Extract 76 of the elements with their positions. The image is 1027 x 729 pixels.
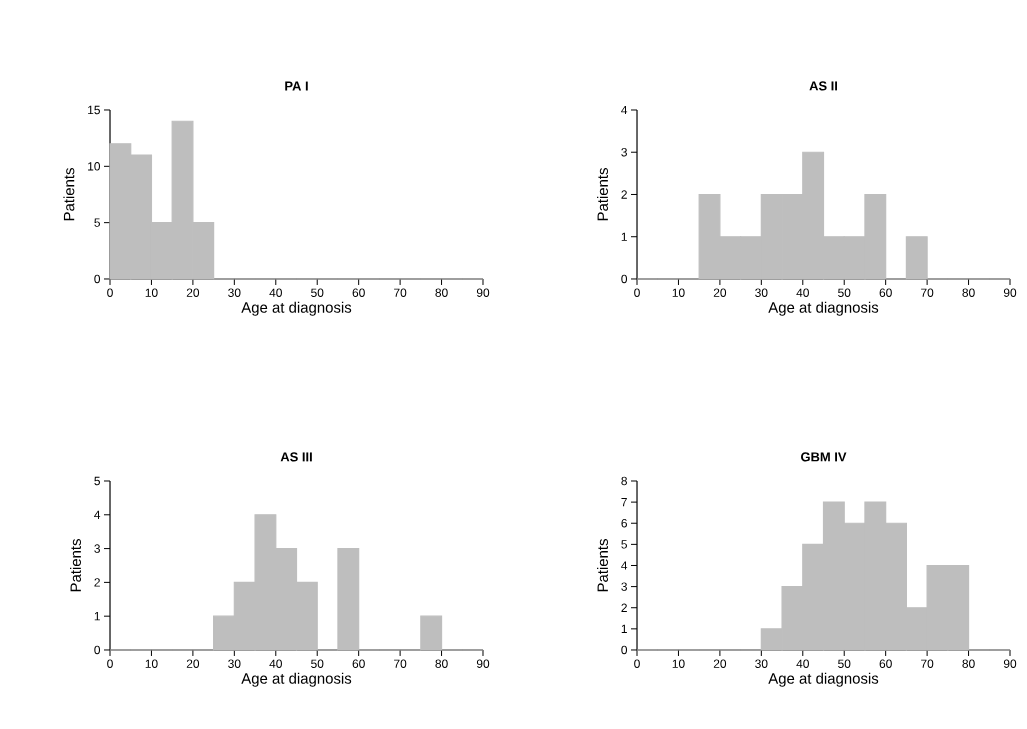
y-tick-label: 3 [621, 148, 627, 157]
x-tick-label: 50 [311, 659, 324, 668]
y-tick-label: 15 [88, 105, 100, 115]
y-axis-title: Patients [597, 539, 608, 592]
y-axis-title: Patients [70, 539, 81, 592]
x-tick-label: 40 [269, 288, 282, 297]
x-axis-title: Age at diagnosis [768, 672, 879, 687]
x-tick-label: 60 [879, 659, 892, 668]
x-tick-label: 90 [1003, 288, 1017, 297]
y-tick-label: 10 [88, 162, 101, 171]
x-axis-title: Age at diagnosis [241, 672, 352, 687]
y-axis-title: Patients [597, 168, 608, 221]
x-tick-label: 20 [186, 288, 200, 297]
x-tick-label: 0 [634, 659, 640, 668]
x-tick-label: 80 [435, 288, 448, 297]
x-tick-label: 0 [634, 288, 640, 297]
x-tick-label: 60 [352, 288, 365, 297]
x-tick-label: 60 [879, 288, 892, 297]
x-tick-label: 20 [713, 659, 727, 668]
chart-title: AS III [280, 452, 312, 462]
x-tick-label: 80 [962, 288, 975, 297]
chart-title: GBM IV [801, 452, 847, 462]
y-tick-label: 3 [621, 582, 627, 591]
x-tick-label: 20 [186, 659, 200, 668]
x-tick-label: 70 [394, 659, 407, 668]
y-tick-label: 5 [621, 540, 627, 549]
y-tick-label: 4 [621, 105, 628, 115]
x-tick-label: 30 [755, 659, 768, 668]
y-tick-label: 7 [621, 498, 627, 507]
x-tick-label: 10 [145, 288, 158, 297]
y-tick-label: 0 [94, 274, 101, 284]
x-tick-label: 30 [228, 288, 241, 297]
y-tick-label: 0 [621, 645, 628, 655]
x-axis-title: Age at diagnosis [241, 301, 352, 316]
x-tick-label: 0 [107, 659, 113, 668]
x-tick-label: 30 [755, 288, 768, 297]
x-tick-label: 10 [672, 288, 685, 297]
x-tick-label: 40 [269, 659, 282, 668]
x-tick-label: 70 [921, 288, 934, 297]
x-tick-label: 10 [672, 659, 685, 668]
x-tick-label: 80 [962, 659, 975, 668]
x-tick-label: 60 [352, 659, 365, 668]
x-tick-label: 90 [476, 288, 490, 297]
x-tick-label: 50 [311, 288, 324, 297]
y-tick-label: 6 [621, 519, 627, 528]
y-tick-label: 2 [621, 603, 627, 612]
y-tick-label: 3 [94, 544, 100, 553]
chart-title: PA I [285, 81, 308, 91]
y-tick-label: 1 [94, 612, 100, 621]
chart-title: AS II [809, 81, 838, 91]
y-tick-label: 5 [94, 218, 100, 227]
x-tick-label: 90 [476, 659, 490, 668]
x-tick-label: 80 [435, 659, 448, 668]
y-tick-label: 1 [621, 624, 627, 633]
x-tick-label: 70 [394, 288, 407, 297]
x-tick-label: 20 [713, 288, 727, 297]
y-tick-label: 1 [621, 232, 627, 241]
y-tick-label: 0 [621, 274, 628, 284]
x-tick-label: 0 [107, 288, 113, 297]
y-tick-label: 0 [94, 645, 101, 655]
y-tick-label: 4 [94, 510, 101, 519]
y-axis-title: Patients [63, 168, 75, 221]
x-tick-label: 90 [1003, 659, 1017, 668]
x-axis-title: Age at diagnosis [768, 301, 879, 316]
x-tick-label: 40 [796, 288, 809, 297]
y-tick-label: 8 [621, 476, 627, 486]
y-tick-label: 5 [94, 476, 100, 486]
x-tick-label: 10 [145, 659, 158, 668]
y-tick-label: 2 [94, 578, 100, 587]
y-tick-label: 4 [621, 561, 628, 570]
x-tick-label: 50 [838, 659, 851, 668]
x-tick-label: 50 [838, 288, 851, 297]
x-tick-label: 40 [796, 659, 809, 668]
y-tick-label: 2 [621, 190, 627, 199]
x-tick-label: 30 [228, 659, 241, 668]
x-tick-label: 70 [921, 659, 934, 668]
